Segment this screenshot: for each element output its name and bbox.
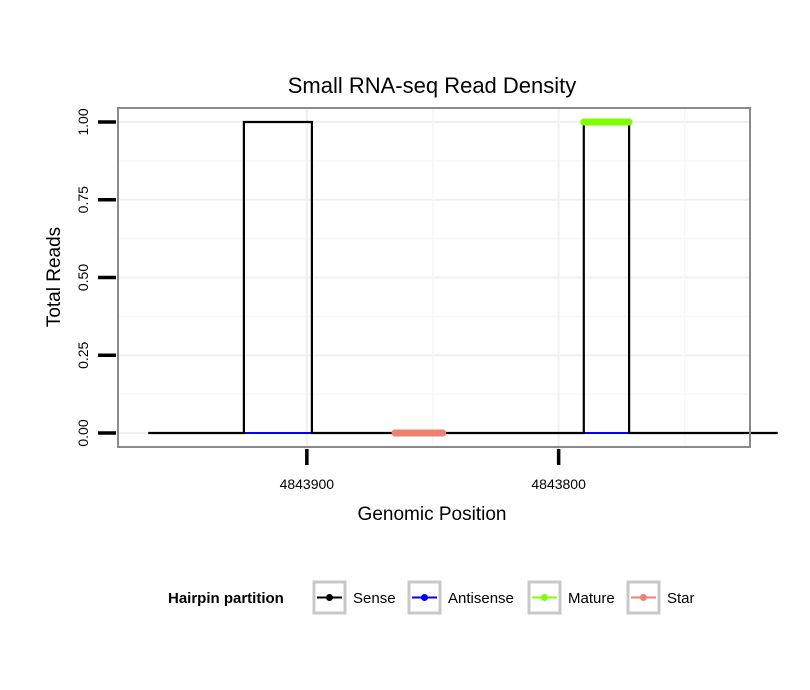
legend-key-dot-sense xyxy=(326,594,333,601)
plot-border xyxy=(117,107,751,448)
legend-key-dot-mature xyxy=(541,594,548,601)
y-axis-title: Total Reads xyxy=(44,227,65,327)
legend-label-mature: Mature xyxy=(568,590,615,607)
x-axis: 4843900 4843800 xyxy=(280,449,586,492)
y-tick-label: 0.25 xyxy=(75,341,91,368)
legend-title: Hairpin partition xyxy=(168,590,284,607)
y-tick-label: 0.50 xyxy=(75,264,91,291)
legend-label-sense: Sense xyxy=(353,590,396,607)
x-tick-label: 4843800 xyxy=(531,476,586,492)
y-tick-label: 0.00 xyxy=(75,419,91,446)
x-axis-title: Genomic Position xyxy=(358,504,507,525)
y-tick-label: 1.00 xyxy=(75,108,91,135)
legend: Hairpin partition Sense Antisense Mature St… xyxy=(168,580,695,615)
grid xyxy=(118,108,750,447)
legend-key-mature xyxy=(527,580,562,615)
legend-label-antisense: Antisense xyxy=(448,590,514,607)
y-axis: 0.00 0.25 0.50 0.75 1.00 xyxy=(75,108,116,447)
series-sense-line xyxy=(148,120,778,435)
x-tick-label: 4843900 xyxy=(280,476,335,492)
legend-label-star: Star xyxy=(667,590,695,607)
legend-key-dot-antisense xyxy=(421,594,428,601)
chart-title: Small RNA-seq Read Density xyxy=(288,73,577,98)
series-layer xyxy=(148,118,778,437)
y-tick-label: 0.75 xyxy=(75,186,91,213)
legend-key-dot-star xyxy=(640,594,647,601)
